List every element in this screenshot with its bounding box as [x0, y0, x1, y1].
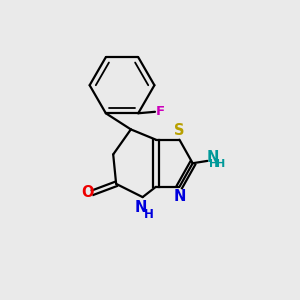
Text: F: F: [156, 105, 165, 118]
Text: S: S: [174, 123, 185, 138]
Text: H: H: [144, 208, 154, 221]
Text: H: H: [216, 159, 226, 170]
Text: N: N: [173, 189, 186, 204]
Text: O: O: [81, 185, 94, 200]
Text: H: H: [209, 159, 218, 170]
Text: N: N: [206, 150, 219, 165]
Text: N: N: [135, 200, 147, 215]
